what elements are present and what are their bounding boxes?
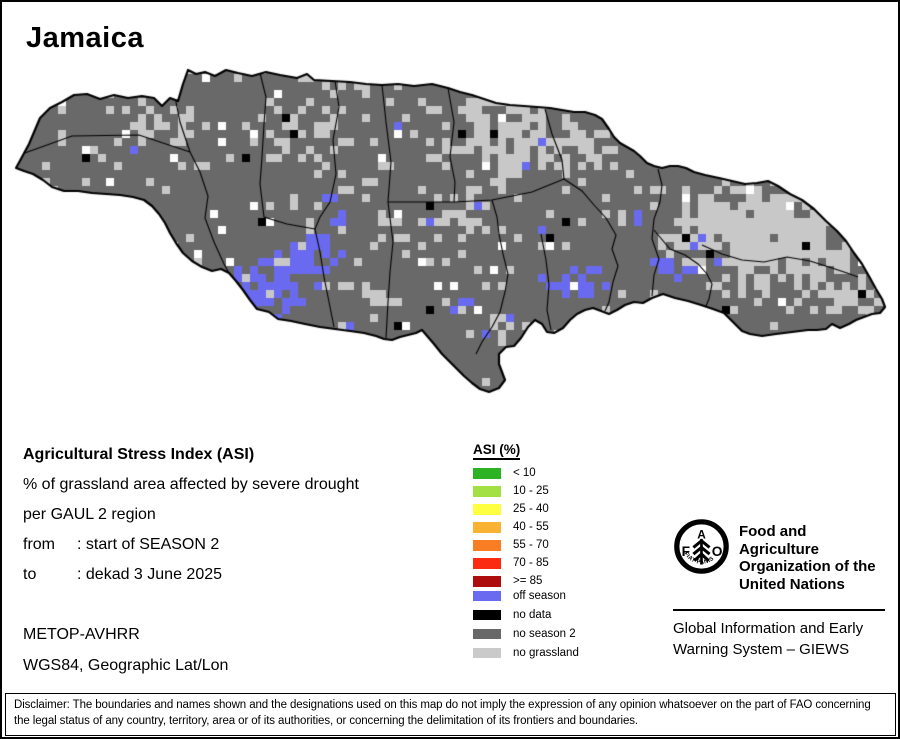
legend-row: 10 - 25	[473, 485, 549, 497]
asi-legend-rows: < 10 10 - 25 25 - 40 40 - 55 55 - 70 70 - 85 >…	[473, 467, 549, 587]
source-block: METOP-AVHRR WGS84, Geographic Lat/Lon	[23, 619, 228, 681]
legend-row: 55 - 70	[473, 539, 549, 551]
fao-logo-icon: A F O FIAT PANIS	[674, 519, 729, 574]
legend-label: off season	[513, 590, 566, 602]
asi-legend: ASI (%) < 10 10 - 25 25 - 40 40 - 55 55 - 70…	[473, 441, 549, 593]
giews-label: Global Information and Early Warning Sys…	[673, 620, 864, 658]
index-heading: Agricultural Stress Index (ASI)	[23, 446, 255, 463]
disclaimer: Disclaimer: The boundaries and names sho…	[5, 693, 896, 736]
index-subtitle: % of grassland area affected by severe d…	[23, 476, 359, 493]
legend-row: 70 - 85	[473, 557, 549, 569]
legend-label: 25 - 40	[513, 503, 549, 515]
legend-swatch	[473, 539, 501, 551]
legend-row: < 10	[473, 467, 549, 479]
legend-label: < 10	[513, 467, 536, 479]
jamaica-raster-map	[2, 2, 898, 422]
legend-swatch	[473, 503, 501, 515]
legend-row: no data	[473, 609, 579, 621]
legend-swatch	[473, 557, 501, 569]
legend-row: off season	[473, 590, 579, 602]
legend-row: no season 2	[473, 628, 579, 640]
fao-letter-a: A	[697, 527, 706, 541]
legend-row: 40 - 55	[473, 521, 549, 533]
to-value: : dekad 3 June 2025	[77, 566, 223, 583]
legend-row: >= 85	[473, 575, 549, 587]
wheat-ear-icon	[692, 538, 711, 565]
fao-divider	[673, 609, 885, 611]
legend-swatch	[473, 575, 501, 587]
period-to: to : dekad 3 June 2025	[23, 560, 359, 590]
legend-label: 55 - 70	[513, 539, 549, 551]
legend-swatch	[473, 485, 501, 497]
legend-label: >= 85	[513, 575, 543, 587]
legend-swatch	[473, 629, 501, 639]
to-label: to	[23, 566, 37, 583]
legend-label: no grassland	[513, 647, 579, 659]
projection-name: WGS84, Geographic Lat/Lon	[23, 657, 229, 674]
legend-swatch	[473, 521, 501, 533]
legend-label: 10 - 25	[513, 485, 549, 497]
legend-label: 70 - 85	[513, 557, 549, 569]
legend-label: 40 - 55	[513, 521, 549, 533]
legend-swatch	[473, 610, 501, 620]
legend-swatch	[473, 467, 501, 479]
legend-description: Agricultural Stress Index (ASI) % of gra…	[23, 440, 359, 590]
status-legend: off season no data no season 2 no grassland	[473, 590, 579, 666]
from-value: : start of SEASON 2	[77, 536, 220, 553]
legend-row: no grassland	[473, 647, 579, 659]
legend-label: no season 2	[513, 628, 576, 640]
legend-swatch	[473, 591, 501, 601]
legend-row: 25 - 40	[473, 503, 549, 515]
fao-header: A F O FIAT PANIS Food and Agriculture Or…	[673, 518, 890, 593]
fao-letter-o: O	[712, 544, 723, 559]
page-title: Jamaica	[26, 22, 144, 54]
sensor-name: METOP-AVHRR	[23, 626, 140, 643]
fao-block: A F O FIAT PANIS Food and Agriculture Or…	[673, 518, 890, 660]
asi-legend-heading: ASI (%)	[473, 442, 521, 460]
fao-letter-f: F	[682, 544, 690, 559]
legend-label: no data	[513, 609, 552, 621]
index-region: per GAUL 2 region	[23, 506, 156, 523]
fao-org-name: Food and Agriculture Organization of the…	[738, 523, 876, 593]
from-label: from	[23, 536, 55, 553]
legend-swatch	[473, 648, 501, 658]
period-from: from : start of SEASON 2	[23, 530, 359, 560]
